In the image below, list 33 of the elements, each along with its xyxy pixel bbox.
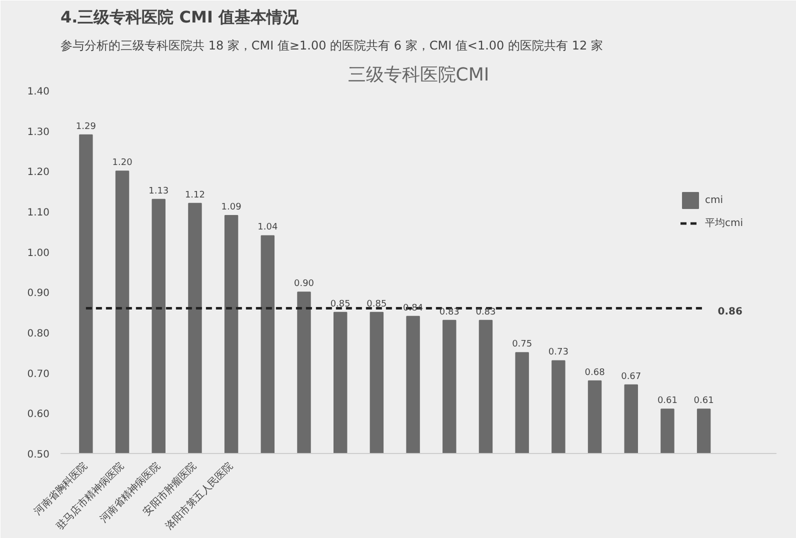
chart-title: 三级专科医院CMI bbox=[348, 64, 490, 86]
y-tick-label: 0.80 bbox=[27, 328, 50, 340]
legend-label: 平均cmi bbox=[705, 217, 744, 230]
data-label: 0.83 bbox=[476, 307, 496, 318]
data-label: 0.86 bbox=[718, 306, 743, 318]
data-label: 0.61 bbox=[694, 396, 714, 406]
y-tick-label: 1.20 bbox=[27, 167, 50, 178]
data-label: 0.85 bbox=[366, 299, 387, 310]
data-label: 1.29 bbox=[76, 122, 96, 132]
text: 4.三级专科医院 CMI 值基本情况 bbox=[60, 8, 300, 26]
data-label: 0.75 bbox=[512, 340, 532, 350]
y-tick-label: 1.30 bbox=[27, 126, 50, 138]
data-label: 1.04 bbox=[258, 222, 278, 233]
text: 参与分析的三级专科医院共 18 家，CMI 值≥1.00 的医院共有 6 家，CMI 值<1.00 的医院共有 12 家 bbox=[60, 38, 603, 52]
data-label: 0.90 bbox=[294, 279, 314, 290]
data-label: 1.13 bbox=[148, 186, 169, 196]
y-tick-label: 1.10 bbox=[27, 208, 50, 218]
y-tick-label: 0.70 bbox=[27, 368, 50, 380]
y-tick-label: 1.00 bbox=[27, 248, 50, 259]
y-tick-label: 1.40 bbox=[27, 86, 50, 98]
data-label: 1.12 bbox=[184, 190, 206, 200]
y-tick-label: 0.60 bbox=[27, 409, 50, 420]
data-label: 0.61 bbox=[657, 396, 678, 406]
data-label: 0.67 bbox=[621, 372, 642, 382]
data-label: 1.09 bbox=[221, 202, 242, 213]
data-label: 0.73 bbox=[548, 348, 568, 358]
data-label: 1.20 bbox=[112, 158, 133, 168]
data-label: 0.83 bbox=[439, 307, 460, 318]
data-label: 0.85 bbox=[330, 299, 350, 310]
y-tick-label: 0.90 bbox=[27, 288, 50, 300]
data-label: 0.68 bbox=[584, 368, 606, 378]
legend-label: cmi bbox=[705, 194, 724, 206]
y-tick-label: 0.50 bbox=[27, 450, 50, 460]
